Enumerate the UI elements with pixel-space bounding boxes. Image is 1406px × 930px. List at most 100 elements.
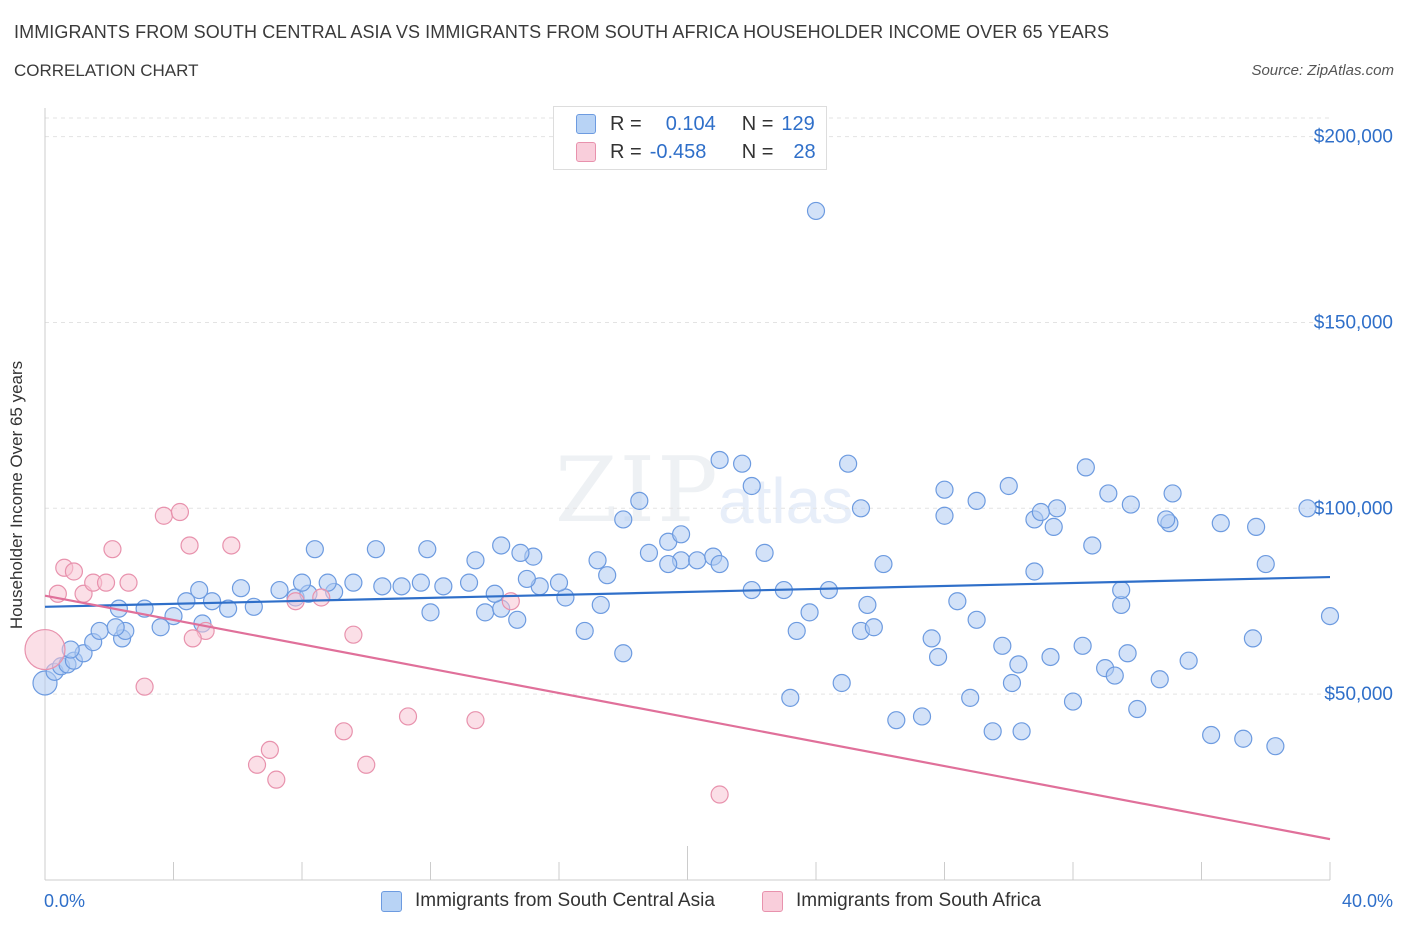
data-point <box>231 579 251 598</box>
data-point <box>575 621 594 641</box>
data-point <box>1025 562 1044 581</box>
data-point <box>177 592 196 611</box>
data-point <box>1063 692 1083 711</box>
data-point <box>1234 729 1253 748</box>
x-axis-min-label: 0.0% <box>44 891 86 911</box>
data-point <box>839 454 858 473</box>
data-point <box>1002 673 1022 693</box>
data-point <box>1243 629 1263 648</box>
data-point <box>967 610 986 629</box>
data-point <box>119 573 138 592</box>
data-point <box>874 554 893 574</box>
data-point <box>312 588 331 607</box>
data-point <box>344 625 363 644</box>
data-point <box>466 711 485 730</box>
data-point <box>787 621 806 641</box>
data-point <box>292 573 312 592</box>
correlation-legend: R = 0.104 N = 129 R = -0.458 N = 28 <box>553 106 827 170</box>
data-point <box>492 536 511 555</box>
data-point <box>411 573 430 592</box>
y-tick-label: $100,000 <box>1314 498 1393 519</box>
data-point <box>398 707 418 726</box>
data-point <box>357 755 376 774</box>
legend-swatch-pink <box>576 142 596 162</box>
data-point <box>710 785 729 804</box>
data-point <box>1009 655 1028 674</box>
data-point <box>64 562 84 581</box>
trend-line <box>44 575 1331 608</box>
data-point <box>851 499 871 518</box>
data-point <box>630 491 649 510</box>
data-point <box>180 536 199 555</box>
chart-title: IMMIGRANTS FROM SOUTH CENTRAL ASIA VS IM… <box>14 22 1110 42</box>
data-point <box>511 543 530 562</box>
data-point <box>202 592 222 611</box>
data-point <box>935 480 954 499</box>
data-point <box>517 569 536 589</box>
data-point <box>591 595 610 615</box>
data-point <box>1047 499 1067 518</box>
legend-swatch-blue <box>576 114 596 134</box>
data-point <box>154 506 173 525</box>
data-point <box>1247 517 1266 536</box>
data-point <box>549 573 569 592</box>
data-point <box>373 577 392 596</box>
data-point <box>434 577 453 596</box>
watermark-zip: ZIP <box>555 438 720 543</box>
data-point <box>366 540 385 559</box>
data-point <box>24 628 66 671</box>
data-point <box>96 573 116 592</box>
y-tick-label: $200,000 <box>1314 127 1393 148</box>
legend-n-value: 129 <box>781 112 815 135</box>
data-point <box>392 577 411 596</box>
data-point <box>598 566 617 585</box>
data-point <box>1320 606 1340 626</box>
y-axis-label: Householder Income Over 65 years <box>7 360 26 630</box>
data-point <box>1012 722 1031 741</box>
data-point <box>459 573 479 592</box>
data-point <box>858 595 877 615</box>
data-point <box>1041 647 1060 667</box>
data-point <box>1099 484 1118 503</box>
data-point <box>1105 666 1124 685</box>
data-point <box>305 540 324 559</box>
data-point <box>999 476 1018 496</box>
data-point <box>935 506 954 525</box>
data-point <box>1128 699 1147 719</box>
data-point <box>222 536 241 555</box>
data-point <box>466 551 485 570</box>
data-point <box>922 629 941 648</box>
data-point <box>733 454 752 473</box>
legend-n-label: N = <box>741 140 774 163</box>
data-point <box>961 688 980 707</box>
x-axis-max-label: 40.0% <box>1341 891 1393 911</box>
chart-subtitle: CORRELATION CHART <box>14 61 199 80</box>
legend-r-label: R = <box>610 112 642 135</box>
data-point <box>247 755 267 774</box>
data-point <box>151 618 170 637</box>
data-point <box>476 603 495 622</box>
data-point <box>912 707 932 726</box>
y-tick-label: $150,000 <box>1314 312 1393 333</box>
data-point <box>928 647 948 667</box>
data-point <box>659 554 678 574</box>
data-point <box>135 677 154 696</box>
data-point <box>267 770 286 789</box>
data-point <box>983 722 1002 741</box>
data-point <box>170 502 190 522</box>
legend-row-south-africa: R = -0.458 N = 28 <box>576 140 816 164</box>
data-point <box>800 603 819 622</box>
data-point <box>742 476 761 496</box>
bottom-legend-south-africa: Immigrants from South Africa <box>762 890 1041 912</box>
data-point <box>688 551 707 570</box>
legend-n-value: 28 <box>793 140 816 163</box>
data-point <box>1150 670 1169 689</box>
data-point <box>948 592 967 611</box>
data-point <box>334 722 353 741</box>
data-point <box>1157 510 1176 529</box>
data-point <box>993 636 1012 655</box>
data-point <box>1179 651 1198 670</box>
data-point <box>614 644 633 663</box>
data-point <box>1031 502 1050 522</box>
